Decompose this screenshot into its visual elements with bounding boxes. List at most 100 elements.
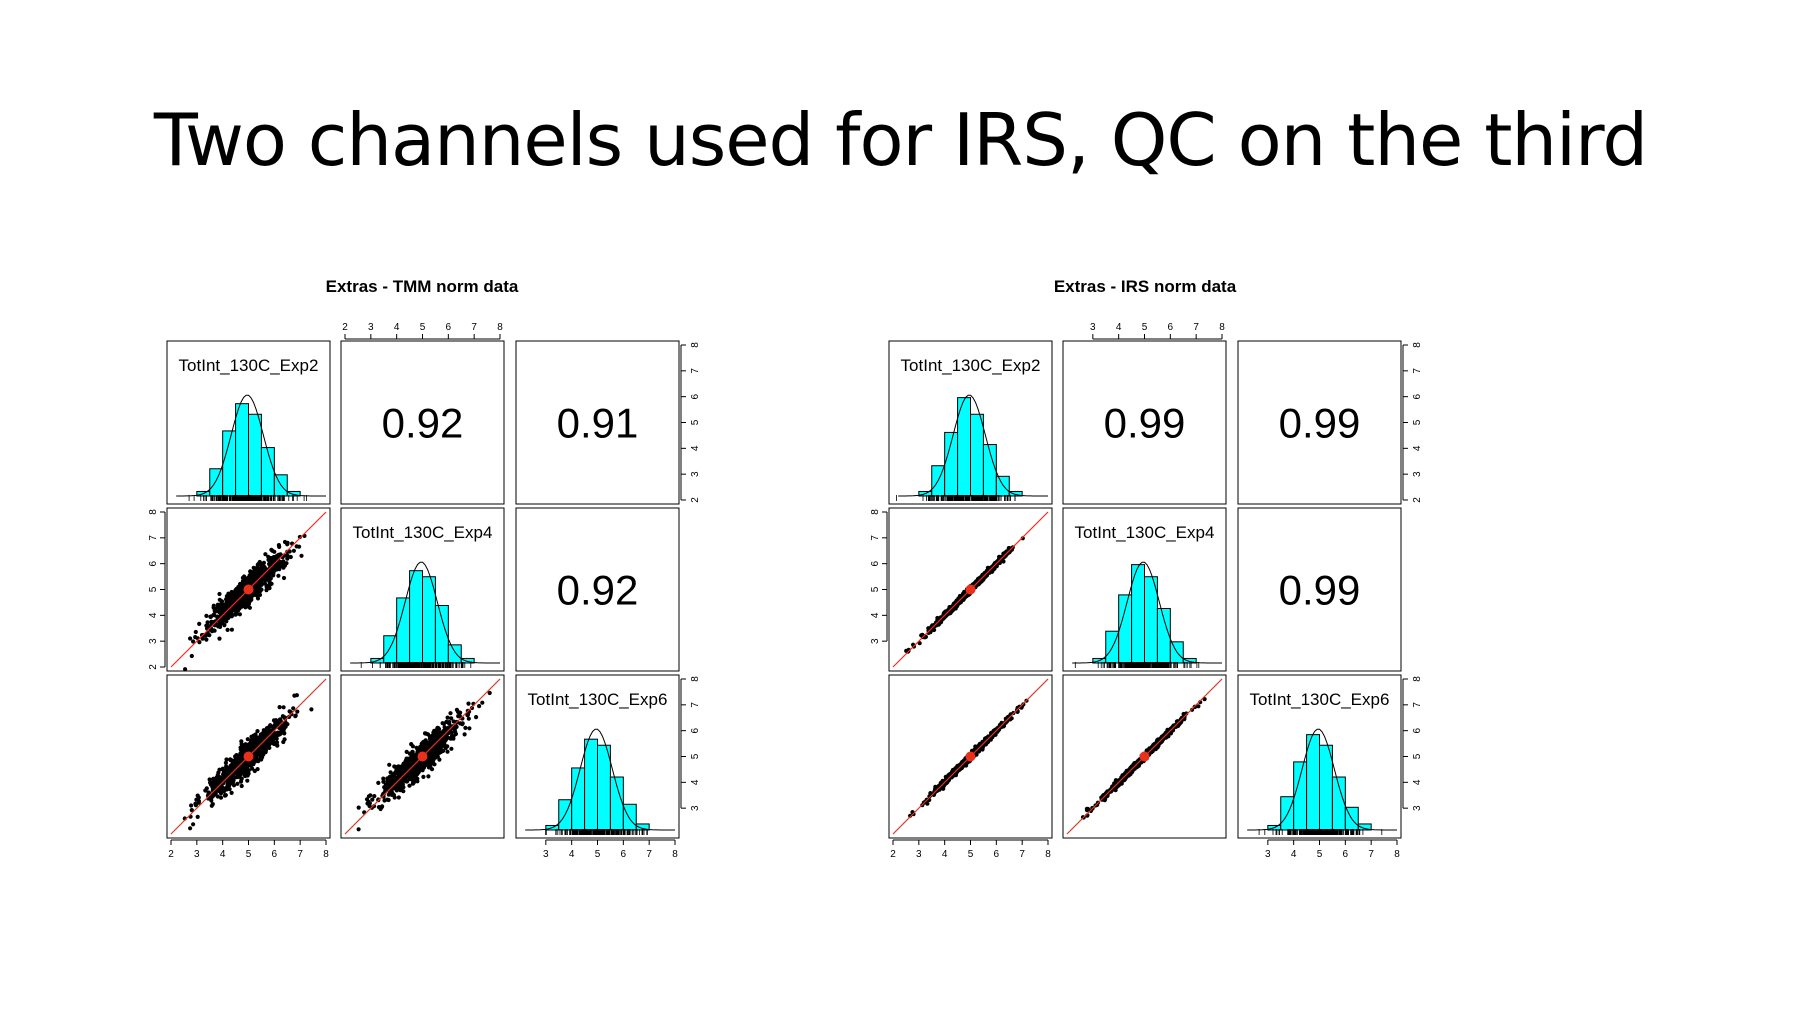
data-point — [277, 705, 282, 710]
data-point — [229, 790, 234, 796]
rug-ticks — [545, 829, 648, 835]
data-point — [376, 797, 381, 802]
data-point — [210, 629, 215, 634]
data-point — [232, 606, 237, 611]
tick-label: 6 — [690, 393, 701, 399]
data-point — [205, 620, 210, 625]
rug-ticks — [896, 495, 1016, 501]
data-point — [247, 762, 252, 767]
histogram-bar — [622, 803, 637, 831]
tick-label: 8 — [148, 509, 159, 515]
data-point — [428, 764, 433, 769]
data-point — [224, 764, 229, 769]
data-point — [239, 591, 244, 596]
center-point — [965, 751, 976, 762]
data-point — [445, 749, 450, 754]
data-point — [253, 572, 258, 577]
histogram-bar — [248, 413, 262, 497]
tick-label: 5 — [246, 849, 252, 860]
tick-label: 6 — [621, 849, 627, 860]
tick-label: 3 — [690, 805, 701, 811]
chart-title: Extras - TMM norm data — [326, 277, 519, 296]
data-point — [441, 729, 446, 734]
data-point — [427, 734, 432, 739]
data-point — [237, 612, 242, 617]
density-curve — [176, 394, 326, 497]
data-point — [908, 813, 913, 818]
tick-label: 6 — [148, 560, 159, 566]
data-point — [240, 742, 245, 748]
data-point — [204, 637, 209, 642]
histogram — [1072, 561, 1222, 668]
data-point — [393, 764, 398, 770]
data-point — [245, 778, 250, 783]
data-point — [393, 775, 398, 780]
data-point — [442, 740, 447, 746]
data-point — [410, 753, 415, 758]
data-point — [251, 565, 256, 570]
data-point — [252, 569, 257, 574]
tick-label: 4 — [690, 779, 701, 785]
data-point — [244, 599, 249, 604]
data-point — [221, 786, 226, 791]
data-point — [273, 720, 278, 725]
tick-label: 4 — [569, 849, 575, 860]
data-point — [294, 544, 299, 549]
tick-label: 8 — [323, 849, 329, 860]
data-point — [208, 614, 213, 620]
data-point — [430, 761, 435, 766]
data-point — [487, 690, 492, 696]
data-point — [243, 773, 248, 779]
data-point — [458, 710, 463, 715]
data-point — [189, 653, 194, 659]
data-point — [248, 572, 253, 577]
data-point — [226, 770, 231, 776]
data-point — [404, 749, 409, 755]
data-point — [218, 621, 223, 626]
data-point — [193, 801, 198, 806]
histogram-bar — [383, 635, 398, 664]
data-point — [203, 788, 208, 793]
data-point — [189, 803, 194, 808]
data-point — [249, 594, 254, 599]
data-point — [223, 760, 228, 766]
data-point — [238, 779, 244, 784]
data-point — [222, 772, 227, 777]
histogram-bar — [235, 403, 249, 497]
data-point — [423, 743, 428, 748]
panel-frame — [340, 507, 505, 672]
panel-frame — [1062, 340, 1227, 505]
data-point — [229, 774, 234, 779]
data-point — [291, 706, 296, 711]
data-point — [205, 623, 210, 628]
data-point — [257, 580, 262, 585]
data-point — [256, 561, 261, 567]
data-point — [460, 722, 465, 727]
data-point — [445, 715, 450, 720]
data-point — [271, 741, 276, 746]
data-point — [242, 764, 247, 769]
data-point — [255, 729, 260, 734]
data-point — [411, 773, 416, 778]
histogram-bar — [422, 576, 436, 664]
center-point — [965, 584, 976, 595]
data-point — [217, 636, 222, 641]
panel-r2-c2: TotInt_130C_Exp4 — [1062, 507, 1227, 672]
data-point — [255, 596, 261, 601]
data-point — [215, 602, 220, 607]
data-point — [269, 570, 274, 575]
data-point — [287, 709, 292, 714]
data-point — [406, 773, 412, 778]
data-point — [261, 560, 266, 566]
rug-ticks — [1074, 662, 1200, 668]
data-point — [218, 791, 224, 796]
data-point — [237, 602, 242, 607]
histogram-bar — [584, 738, 598, 831]
data-point — [245, 746, 250, 751]
histogram-bar — [995, 475, 1010, 497]
data-point — [211, 776, 216, 782]
data-point — [480, 700, 485, 705]
data-point — [266, 578, 272, 583]
